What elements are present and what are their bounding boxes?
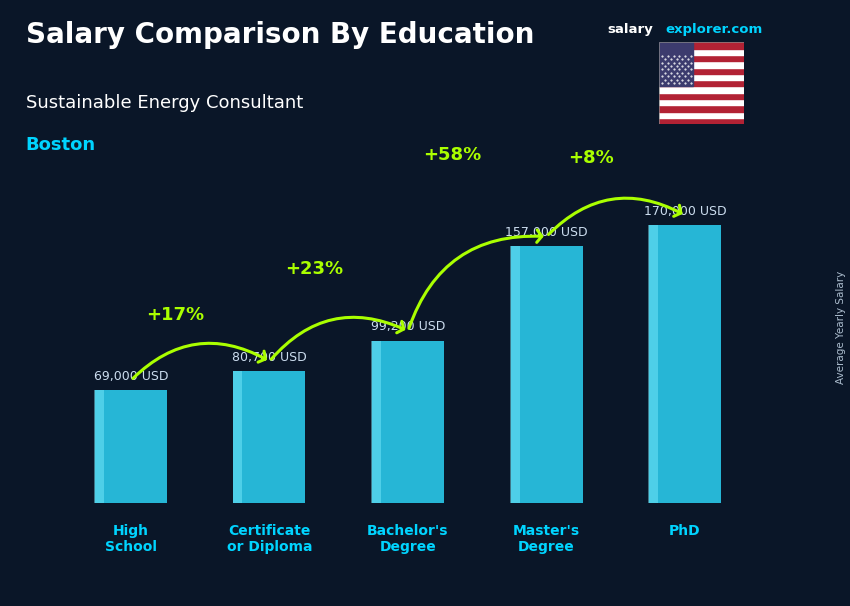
Bar — [371, 341, 381, 503]
Bar — [94, 390, 104, 503]
Bar — [659, 42, 744, 48]
Text: Boston: Boston — [26, 136, 95, 155]
Text: 80,700 USD: 80,700 USD — [232, 351, 307, 364]
Text: +17%: +17% — [146, 307, 204, 324]
Bar — [659, 74, 744, 80]
Text: explorer.com: explorer.com — [666, 23, 762, 36]
Text: Master's
Degree: Master's Degree — [513, 524, 580, 554]
Bar — [659, 118, 744, 124]
Bar — [659, 48, 744, 55]
Text: Salary Comparison By Education: Salary Comparison By Education — [26, 21, 534, 49]
Bar — [511, 246, 582, 503]
Text: Average Yearly Salary: Average Yearly Salary — [836, 271, 846, 384]
Bar — [659, 87, 744, 93]
Bar — [649, 225, 721, 503]
Bar — [95, 390, 167, 503]
Bar — [372, 341, 444, 503]
Text: 99,200 USD: 99,200 USD — [371, 321, 445, 333]
Bar — [659, 55, 744, 61]
Bar — [659, 61, 744, 68]
Text: salary: salary — [608, 23, 654, 36]
Bar — [233, 371, 242, 503]
Text: 69,000 USD: 69,000 USD — [94, 370, 168, 383]
Bar — [649, 225, 658, 503]
Bar — [659, 112, 744, 118]
Bar — [659, 93, 744, 99]
Bar — [510, 246, 519, 503]
Bar — [659, 80, 744, 87]
Bar — [659, 68, 744, 74]
Text: High
School: High School — [105, 524, 157, 554]
Text: +8%: +8% — [568, 149, 614, 167]
Bar — [659, 99, 744, 105]
Bar — [659, 105, 744, 112]
Bar — [659, 42, 693, 87]
Text: Bachelor's
Degree: Bachelor's Degree — [367, 524, 449, 554]
Text: +23%: +23% — [285, 260, 343, 278]
Bar — [234, 371, 305, 503]
Text: Certificate
or Diploma: Certificate or Diploma — [227, 524, 312, 554]
Text: 157,000 USD: 157,000 USD — [505, 226, 588, 239]
Text: PhD: PhD — [669, 524, 701, 538]
Text: Sustainable Energy Consultant: Sustainable Energy Consultant — [26, 94, 303, 112]
Text: +58%: +58% — [423, 146, 481, 164]
Text: 170,000 USD: 170,000 USD — [643, 205, 727, 218]
